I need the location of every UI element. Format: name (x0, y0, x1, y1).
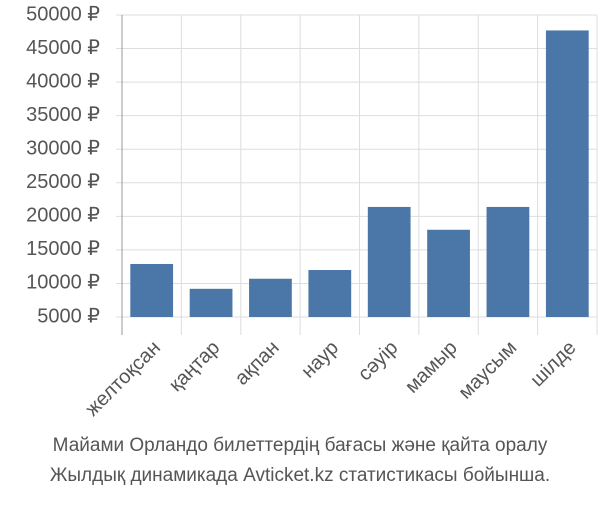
bar (427, 229, 470, 317)
bar (367, 206, 411, 317)
y-tick-label: 20000 ₽ (26, 205, 100, 227)
x-tick-label: желтоқсан (81, 337, 165, 421)
caption-line-2: Жылдық динамикада Avticket.kz статистика… (50, 465, 550, 486)
caption-line-1: Майами Орландо билеттердің бағасы және қ… (53, 435, 548, 456)
x-tick-label: маусым (454, 337, 521, 404)
y-tick-label: 30000 ₽ (26, 138, 100, 160)
bar (130, 263, 174, 317)
x-tick-label: сәуір (354, 337, 403, 386)
bar (308, 270, 352, 317)
x-tick-label: наур (297, 337, 343, 383)
y-tick-label: 35000 ₽ (26, 104, 100, 126)
y-tick-label: 5000 ₽ (37, 305, 100, 327)
y-tick-label: 25000 ₽ (26, 171, 100, 193)
y-tick-label: 40000 ₽ (26, 70, 100, 92)
bar (249, 278, 292, 317)
x-tick-label: ақпан (231, 337, 284, 390)
y-tick-label: 15000 ₽ (26, 238, 100, 260)
y-tick-label: 50000 ₽ (26, 3, 100, 25)
bar (189, 288, 233, 317)
x-tick-label: қаңтар (165, 337, 224, 396)
bar (486, 206, 530, 317)
x-tick-label: мамыр (401, 337, 462, 398)
x-tick-label: шілде (526, 337, 580, 391)
y-tick-label: 45000 ₽ (26, 37, 100, 59)
bar (545, 30, 589, 318)
y-tick-label: 10000 ₽ (26, 272, 100, 294)
